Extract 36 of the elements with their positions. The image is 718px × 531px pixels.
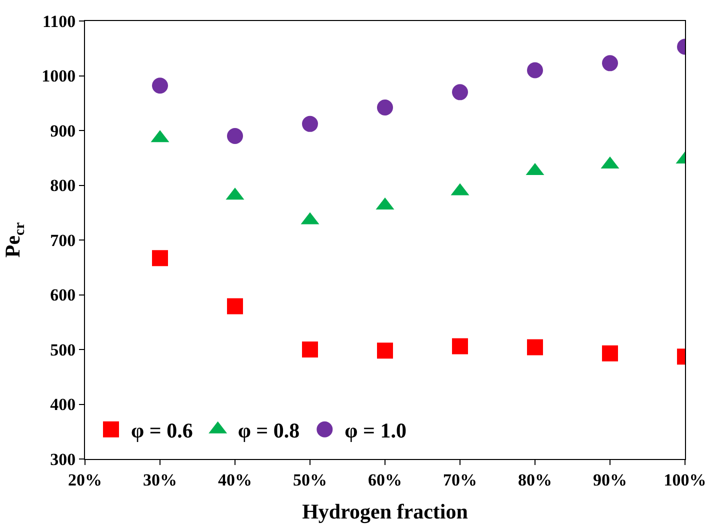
point <box>602 55 618 72</box>
y-tick-label: 500 <box>50 340 76 360</box>
legend-label: φ = 0.6 <box>131 418 193 443</box>
x-tick-label: 70% <box>443 470 477 490</box>
legend-label: φ = 0.8 <box>238 418 300 443</box>
x-tick-label: 50% <box>293 470 327 490</box>
x-tick-label: 20% <box>68 470 102 490</box>
y-tick-label: 300 <box>50 450 76 469</box>
point <box>452 338 468 354</box>
point <box>227 298 243 314</box>
point <box>527 62 543 78</box>
point <box>377 100 393 116</box>
point <box>152 250 168 266</box>
y-tick-label: 700 <box>50 230 76 250</box>
y-tick-label: 1000 <box>42 66 76 86</box>
point <box>152 78 168 94</box>
legend-label: φ = 1.0 <box>344 418 406 443</box>
point <box>602 345 618 362</box>
point <box>227 128 243 144</box>
point <box>302 116 318 132</box>
y-tick-label: 600 <box>50 286 76 305</box>
x-tick-label: 30% <box>143 470 177 490</box>
x-tick-label: 100% <box>664 470 706 490</box>
y-tick-label: 400 <box>50 395 76 414</box>
x-tick-label: 40% <box>218 470 252 490</box>
y-tick-label: 1100 <box>42 12 76 31</box>
x-tick-label: 90% <box>593 470 627 490</box>
y-tick-label: 800 <box>50 176 76 196</box>
point <box>527 339 543 356</box>
x-tick-label: 80% <box>518 470 552 490</box>
x-tick-label: 60% <box>368 470 402 490</box>
y-tick-label: 900 <box>50 121 76 140</box>
x-axis-title: Hydrogen fraction <box>302 500 468 524</box>
point <box>377 342 393 359</box>
point <box>452 84 468 100</box>
point <box>302 342 318 358</box>
